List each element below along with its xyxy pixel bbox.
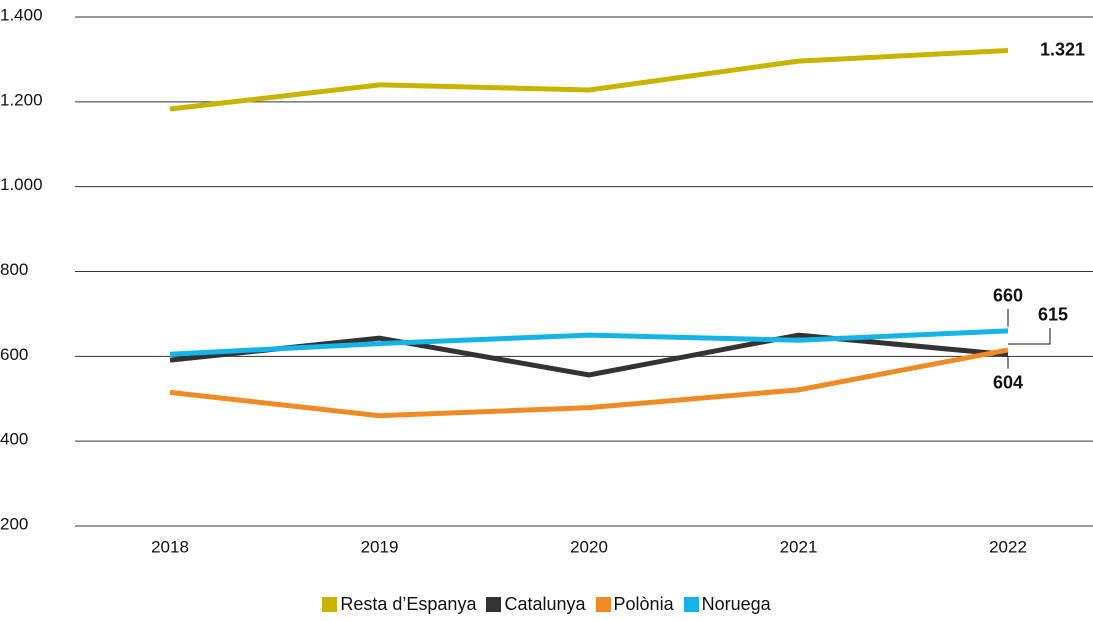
legend-label: Noruega: [701, 594, 771, 614]
value-label: 1.321: [1040, 39, 1085, 59]
line: [169, 48, 1009, 112]
line: [169, 332, 1009, 378]
y-tick-label: 800: [0, 260, 28, 279]
value-label: 604: [993, 372, 1023, 392]
chart: 200 400 600 800 1.000 1.200 1.400 2018 2019 2020 2…: [0, 5, 1093, 556]
leader-line: [1008, 327, 1051, 345]
y-tick-label: 600: [0, 345, 28, 364]
y-tick-label: 1.000: [0, 175, 43, 194]
legend-item: Catalunya: [486, 594, 586, 615]
legend-swatch: [595, 597, 611, 612]
legend-label: Resta d’Espanya: [340, 594, 477, 614]
legend-swatch: [322, 597, 338, 612]
line: [169, 328, 1009, 357]
y-tick-label: 400: [0, 430, 28, 449]
value-label: 660: [993, 286, 1023, 306]
legend-label: Catalunya: [504, 594, 586, 614]
x-tick-label: 2019: [361, 537, 399, 556]
legend-swatch: [486, 597, 502, 612]
x-tick-label: 2018: [151, 537, 189, 556]
value-label: 615: [1038, 305, 1068, 325]
line: [169, 347, 1009, 419]
legend-item: Resta d’Espanya: [322, 594, 476, 615]
legend: Resta d’Espanya Catalunya Polònia Noruega: [0, 594, 1093, 615]
legend-swatch: [683, 597, 699, 612]
y-tick-label: 1.200: [0, 90, 43, 109]
y-tick-label: 1.400: [0, 5, 43, 24]
x-tick-label: 2022: [989, 537, 1027, 556]
x-tick-label: 2020: [570, 537, 608, 556]
legend-item: Noruega: [683, 594, 771, 615]
legend-item: Polònia: [595, 594, 674, 615]
y-tick-label: 200: [0, 514, 28, 533]
x-tick-label: 2021: [780, 537, 818, 556]
legend-label: Polònia: [613, 594, 674, 614]
